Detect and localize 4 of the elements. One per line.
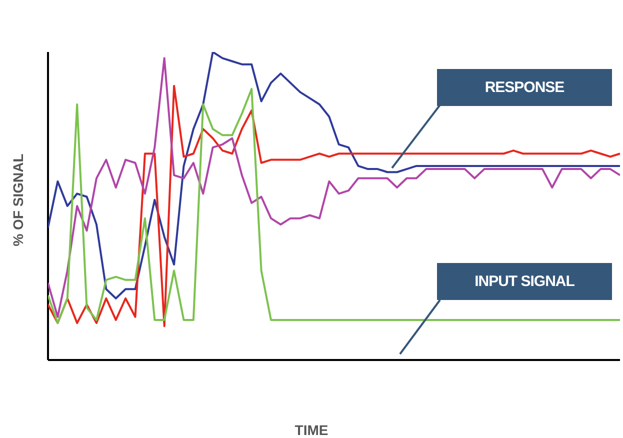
x-axis-title: TIME bbox=[294, 422, 330, 438]
annotation: INPUT SIGNAL bbox=[437, 263, 612, 300]
annotation: RESPONSE bbox=[437, 69, 612, 106]
y-axis-title: % OF SIGNAL bbox=[10, 154, 26, 246]
